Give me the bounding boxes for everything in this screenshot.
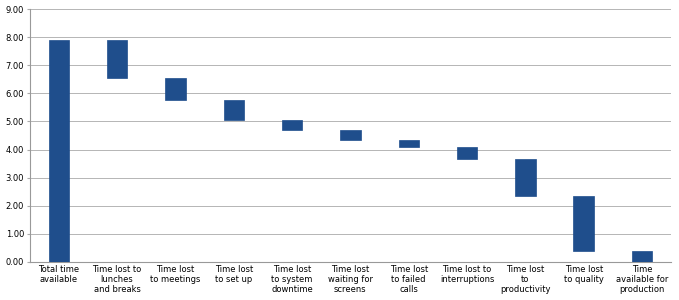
- Bar: [399, 140, 419, 147]
- Bar: [49, 40, 69, 262]
- Bar: [515, 159, 536, 196]
- Bar: [574, 196, 594, 250]
- Bar: [457, 147, 477, 159]
- Bar: [223, 100, 244, 120]
- Bar: [340, 130, 361, 140]
- Bar: [107, 40, 127, 78]
- Bar: [631, 250, 653, 262]
- Bar: [165, 78, 185, 100]
- Bar: [282, 120, 302, 130]
